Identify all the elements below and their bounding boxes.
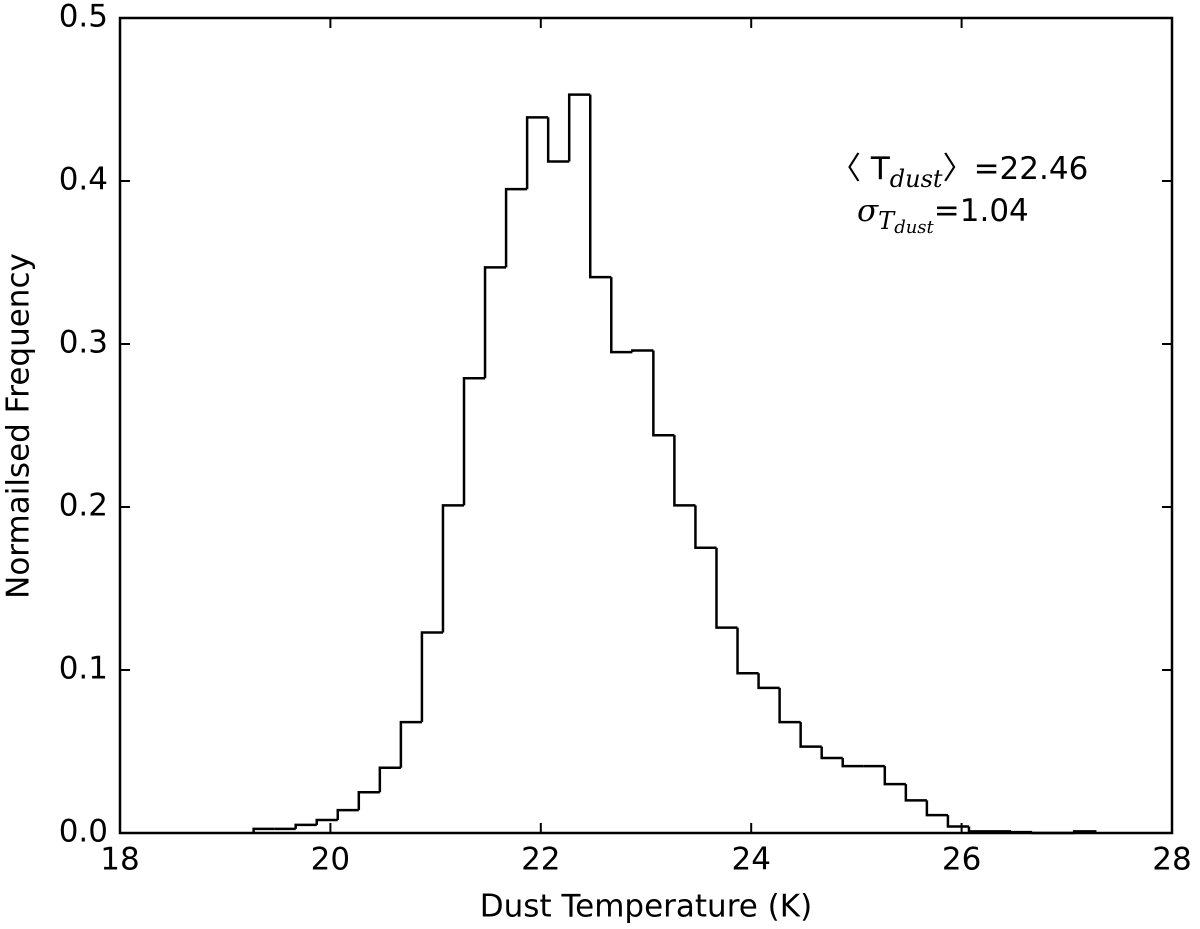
histogram-bin [504, 187, 528, 268]
histogram-bin [294, 823, 317, 829]
plot-frame [118, 16, 1174, 835]
y-tick-label: 0.2 [59, 488, 108, 524]
y-tick-label: 0.5 [59, 0, 108, 35]
annotation-part: 〈 T [830, 151, 891, 187]
histogram-bin [357, 791, 380, 811]
annotation: σTdust=1.04 [857, 193, 1029, 239]
histogram-bin [610, 277, 633, 354]
x-tick-label: 26 [942, 842, 981, 878]
y-axis-label: Normailsed Frequency [1, 253, 37, 599]
histogram-bin [336, 808, 359, 820]
annotation: 〈 Tdust〉=22.46 [830, 151, 1088, 193]
y-tick-label: 0.3 [59, 325, 108, 361]
histogram-bin [757, 673, 780, 690]
y-tick-label: 0.0 [59, 814, 108, 850]
histogram-bin [967, 826, 991, 833]
histogram-bin [399, 720, 422, 768]
y-tick-label: 0.1 [59, 651, 108, 687]
x-tick-label: 20 [311, 842, 350, 878]
histogram-bin [252, 827, 275, 833]
histogram-bin [841, 758, 864, 768]
histogram-bin [778, 687, 801, 724]
histogram-bin [652, 350, 675, 437]
histogram-bin [904, 784, 927, 802]
histogram-bin [378, 766, 401, 793]
x-axis-label: Dust Temperature (K) [480, 889, 812, 925]
histogram-bin [715, 547, 738, 629]
histogram-bin [315, 818, 338, 825]
histogram-bin [736, 627, 759, 675]
histogram-bin [946, 815, 969, 828]
histogram-bin [799, 722, 822, 748]
annotation-part: dust [894, 217, 934, 238]
x-tick-label: 28 [1152, 842, 1191, 878]
histogram-bin [673, 435, 696, 507]
x-tick-label: 18 [100, 842, 139, 878]
histogram-bin [925, 800, 948, 817]
x-tick-label: 24 [731, 842, 770, 878]
histogram-bin [483, 266, 507, 379]
annotation-part: =1.04 [934, 193, 1029, 229]
annotation-part: dust [890, 165, 943, 193]
histogram-bin [525, 116, 549, 190]
histogram-bin [588, 94, 612, 279]
annotation-part: 〉=22.46 [943, 151, 1089, 187]
annotation-part: σ [857, 193, 879, 229]
histogram-bin [567, 93, 591, 162]
histogram-bin [820, 746, 843, 760]
histogram-bin [462, 376, 486, 506]
histogram-bin [441, 504, 465, 633]
histogram-bin [420, 631, 443, 723]
histogram-bin [546, 117, 570, 163]
annotation-part: T [878, 207, 896, 235]
x-tick-label: 22 [521, 842, 560, 878]
histogram-bin [883, 766, 906, 786]
histogram-bin [631, 349, 654, 353]
y-tick-label: 0.4 [59, 162, 108, 198]
histogram-bin [694, 505, 717, 549]
